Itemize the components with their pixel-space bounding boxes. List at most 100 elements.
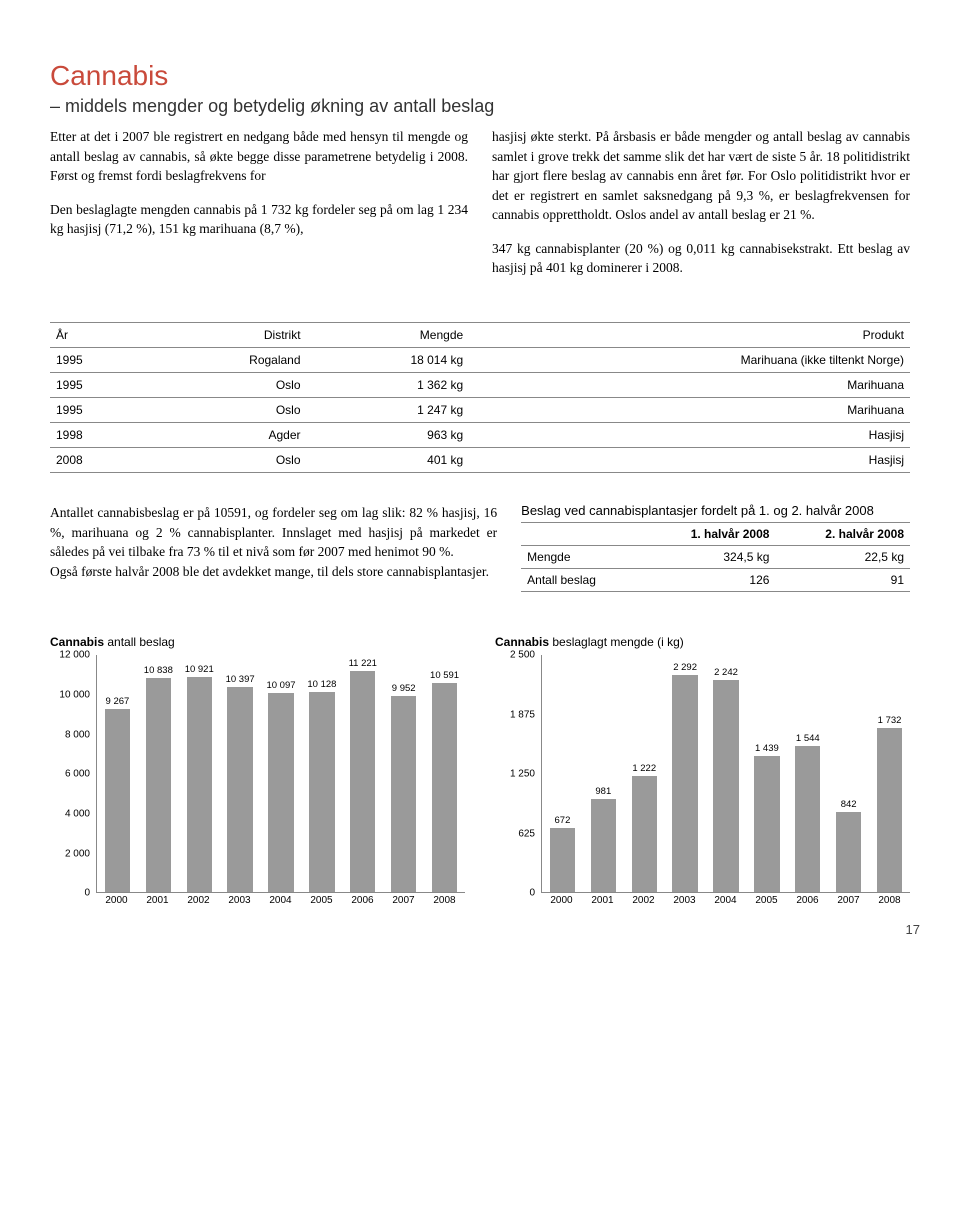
table-cell: 2008 [50,447,147,472]
table-header: Distrikt [147,322,306,347]
x-tick-label: 2001 [582,895,623,915]
table-header [521,522,641,545]
table-row: 1995Oslo1 247 kgMarihuana [50,397,910,422]
table-cell: Marihuana [469,397,910,422]
intro-right-p1: hasjisj økte sterkt. På årsbasis er både… [492,127,910,225]
chart-bar [309,692,334,892]
table-cell: Rogaland [147,347,306,372]
x-tick-label: 2000 [96,895,137,915]
x-tick-label: 2007 [383,895,424,915]
table-row: 1998Agder963 kgHasjisj [50,422,910,447]
table-cell: 1995 [50,397,147,422]
chart-bar [550,828,575,892]
table-cell: 963 kg [307,422,470,447]
table-header: 2. halvår 2008 [775,522,910,545]
chart-bar [268,693,293,892]
mid-left-paragraph: Antallet cannabisbeslag er på 10591, og … [50,503,497,581]
bar-value-label: 9 267 [106,696,130,707]
chart-bar [432,683,457,892]
x-tick-label: 2003 [664,895,705,915]
y-tick-label: 1 250 [510,769,535,780]
intro-left-p1: Etter at det i 2007 ble registrert en ne… [50,127,468,186]
charts-row: Cannabis antall beslag 02 0004 0006 0008… [50,635,910,915]
y-tick-label: 1 875 [510,709,535,720]
table-cell: 18 014 kg [307,347,470,372]
intro-right-p2: 347 kg cannabisplanter (20 %) og 0,011 k… [492,239,910,278]
table-cell: 1 362 kg [307,372,470,397]
x-tick-label: 2000 [541,895,582,915]
table-cell: Hasjisj [469,447,910,472]
table-cell: Oslo [147,397,306,422]
table-cell: Mengde [521,545,641,568]
table-cell: Marihuana (ikke tiltenkt Norge) [469,347,910,372]
plantation-heading: Beslag ved cannabisplantasjer fordelt på… [521,503,910,518]
table-header-row: ÅrDistriktMengdeProdukt [50,322,910,347]
intro-left-col: Etter at det i 2007 ble registrert en ne… [50,127,468,292]
x-tick-label: 2001 [137,895,178,915]
y-tick-label: 625 [518,828,535,839]
y-tick-label: 2 500 [510,650,535,661]
chart-amount-box: Cannabis beslaglagt mengde (i kg) 06251 … [495,635,910,915]
bar-value-label: 10 128 [307,679,336,690]
table-header: 1. halvår 2008 [641,522,776,545]
page-title: Cannabis [50,60,910,92]
x-tick-label: 2008 [424,895,465,915]
table-cell: Marihuana [469,372,910,397]
table-row: Mengde324,5 kg22,5 kg [521,545,910,568]
page-number: 17 [906,922,920,937]
chart-bar [795,746,820,892]
table-cell: 126 [641,568,776,591]
x-tick-label: 2005 [746,895,787,915]
intro-right-col: hasjisj økte sterkt. På årsbasis er både… [492,127,910,292]
table-cell: Oslo [147,447,306,472]
mid-section: Antallet cannabisbeslag er på 10591, og … [50,503,910,595]
chart-bar [391,696,416,893]
bar-value-label: 1 439 [755,743,779,754]
bar-value-label: 10 097 [266,680,295,691]
x-tick-label: 2005 [301,895,342,915]
table-row: Antall beslag12691 [521,568,910,591]
bar-value-label: 672 [555,815,571,826]
table-cell: 324,5 kg [641,545,776,568]
chart-title-rest: beslaglagt mengde (i kg) [549,635,684,649]
bar-value-label: 842 [841,799,857,810]
chart-bar [105,709,130,892]
chart-title-rest: antall beslag [104,635,175,649]
chart-amount: 06251 2501 8752 5006729811 2222 2922 242… [495,655,910,915]
x-tick-label: 2008 [869,895,910,915]
chart-bar [713,680,738,893]
table-cell: 401 kg [307,447,470,472]
chart-bar [591,799,616,892]
x-tick-label: 2004 [705,895,746,915]
y-tick-label: 8 000 [65,729,90,740]
table-row: 2008Oslo401 kgHasjisj [50,447,910,472]
bar-value-label: 1 222 [632,763,656,774]
bar-value-label: 10 591 [430,670,459,681]
chart-bar [672,675,697,892]
x-tick-label: 2002 [623,895,664,915]
y-tick-label: 6 000 [65,769,90,780]
chart-bar [836,812,861,892]
chart-count-title: Cannabis antall beslag [50,635,465,649]
table-header: År [50,322,147,347]
table-cell: 91 [775,568,910,591]
bar-value-label: 1 544 [796,733,820,744]
mid-left-text: Antallet cannabisbeslag er på 10591, og … [50,503,497,595]
page-subtitle: – middels mengder og betydelig økning av… [50,96,910,117]
chart-bar [187,677,212,893]
chart-bar [227,687,252,892]
table-cell: 1995 [50,372,147,397]
chart-bar [754,756,779,892]
chart-bar [146,678,171,892]
x-tick-label: 2007 [828,895,869,915]
x-tick-label: 2003 [219,895,260,915]
chart-title-bold: Cannabis [50,635,104,649]
table-row: 1995Oslo1 362 kgMarihuana [50,372,910,397]
table-header: Mengde [307,322,470,347]
x-tick-label: 2006 [787,895,828,915]
bar-value-label: 2 292 [673,662,697,673]
bar-value-label: 10 921 [185,664,214,675]
bar-value-label: 10 838 [144,665,173,676]
y-tick-label: 0 [529,888,535,899]
y-tick-label: 4 000 [65,808,90,819]
